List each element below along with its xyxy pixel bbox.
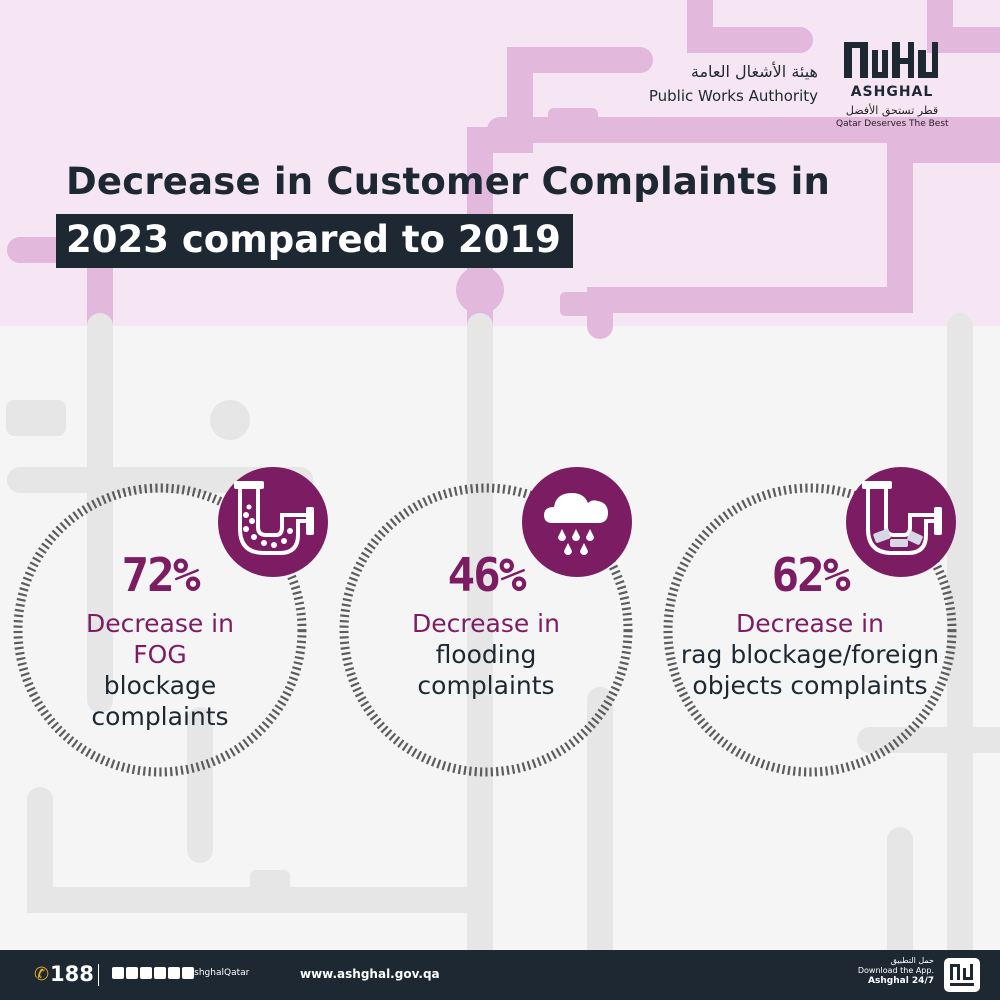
instagram-icon[interactable] xyxy=(126,967,138,979)
social-icons xyxy=(112,967,194,979)
app-download-text: حمل التطبيق Download the App. Ashghal 24… xyxy=(858,956,934,986)
authority-english: Public Works Authority xyxy=(648,87,818,105)
social-handle[interactable]: AshghalQatar xyxy=(188,968,250,978)
ashghal-app-icon xyxy=(950,964,974,986)
stat-flooding: 46% Decrease in flooding complaints xyxy=(336,480,636,780)
stat-caption: Decrease in flooding complaints xyxy=(336,608,636,701)
twitter-icon[interactable] xyxy=(112,967,124,979)
stat-rag-blockage: 62% Decrease in rag blockage/foreign obj… xyxy=(660,480,960,780)
logo-arabic-tagline: قطر تستحق الأفضل xyxy=(845,104,939,117)
stat-description: rag blockage/foreign objects complaints xyxy=(680,640,940,700)
website-link[interactable]: www.ashghal.gov.qa xyxy=(300,967,440,981)
stat-caption: Decrease in FOG blockage complaints xyxy=(10,608,310,732)
ashghal-logo: ASHGHAL قطر تستحق الأفضل Qatar Deserves … xyxy=(836,40,949,129)
authority-name: هيئة الأشغال العامة Public Works Authori… xyxy=(649,62,818,105)
facebook-icon[interactable] xyxy=(140,967,152,979)
rag-pipe-icon xyxy=(862,481,942,555)
stat-highlight: Decrease in xyxy=(412,609,560,638)
rain-cloud-badge xyxy=(522,467,632,577)
stat-fog-blockage: 72% Decrease in FOG blockage complaints xyxy=(10,480,310,780)
youtube-icon[interactable] xyxy=(182,967,194,979)
stat-description: flooding complaints xyxy=(417,640,555,700)
app-download-label: Download the App. xyxy=(857,966,934,975)
stat-value: 72% xyxy=(121,548,200,602)
logo-wordmark: ASHGHAL xyxy=(851,84,934,100)
footer-divider xyxy=(98,964,99,986)
snapchat-icon[interactable] xyxy=(154,967,166,979)
logo-english-tagline: Qatar Deserves The Best xyxy=(836,119,949,129)
stat-caption: Decrease in rag blockage/foreign objects… xyxy=(660,608,960,701)
ashghal-logo-mark: ASHGHAL xyxy=(844,42,938,100)
stat-highlight: Decrease in xyxy=(736,609,884,638)
page-title-line2: 2023 compared to 2019 xyxy=(56,214,573,268)
linkedin-icon[interactable] xyxy=(168,967,180,979)
footer-bar: ✆ 188 AshghalQatar www.ashghal.gov.qa حم… xyxy=(0,950,1000,1000)
stat-description: blockage complaints xyxy=(91,671,229,731)
dotted-ring xyxy=(663,483,957,777)
stat-value: 62% xyxy=(771,548,850,602)
stat-value: 46% xyxy=(447,548,526,602)
rag-pipe-badge xyxy=(846,467,956,577)
fog-pipe-icon xyxy=(234,481,314,555)
app-icon[interactable] xyxy=(944,958,980,992)
page-title-line1: Decrease in Customer Complaints in xyxy=(66,160,831,203)
fog-pipe-badge xyxy=(218,467,328,577)
app-name: Ashghal 24/7 xyxy=(868,976,934,986)
phone-icon: ✆ xyxy=(34,964,50,985)
stat-highlight: Decrease in FOG xyxy=(86,609,234,669)
rain-cloud-icon xyxy=(544,493,608,555)
app-arabic-label: حمل التطبيق xyxy=(890,956,934,965)
hotline-number[interactable]: 188 xyxy=(50,962,94,986)
authority-arabic: هيئة الأشغال العامة xyxy=(690,62,818,81)
dotted-ring xyxy=(13,483,307,777)
dotted-ring xyxy=(339,483,633,777)
